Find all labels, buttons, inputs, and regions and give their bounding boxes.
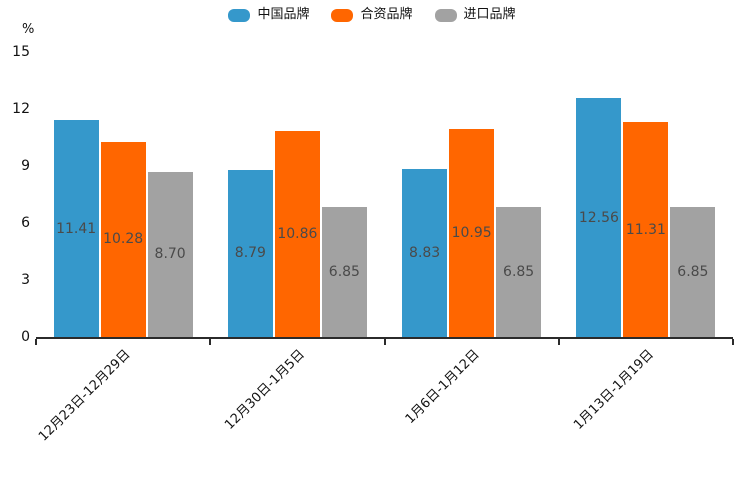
x-axis-tick bbox=[383, 339, 386, 345]
bar-series-1-group-2[interactable]: 10.95 bbox=[449, 128, 495, 337]
bar-value-label: 11.31 bbox=[625, 221, 666, 238]
bar-value-label: 8.79 bbox=[234, 245, 266, 262]
y-tick-label: 15 bbox=[12, 44, 30, 60]
legend-marker-icon bbox=[331, 8, 354, 22]
legend-item-series-1[interactable]: 合资品牌 bbox=[331, 6, 413, 24]
bar-value-label: 8.83 bbox=[409, 245, 441, 262]
bar-value-label: 6.85 bbox=[503, 263, 535, 280]
bar-series-0-group-0[interactable]: 11.41 bbox=[53, 120, 99, 337]
legend-marker-icon bbox=[228, 8, 251, 22]
bar-value-label: 8.70 bbox=[154, 246, 186, 263]
bar-series-0-group-3[interactable]: 12.56 bbox=[576, 98, 622, 337]
bar-value-label: 6.85 bbox=[328, 263, 360, 280]
bar-series-2-group-2[interactable]: 6.85 bbox=[496, 206, 542, 337]
x-tick-label: 12月30日-1月5日 bbox=[222, 347, 308, 433]
y-axis-unit-label: % bbox=[22, 22, 35, 37]
bar-series-2-group-0[interactable]: 8.70 bbox=[147, 171, 193, 337]
chart-legend: 中国品牌 合资品牌 进口品牌 bbox=[0, 6, 744, 24]
x-axis-tick bbox=[732, 339, 734, 345]
x-axis-tick bbox=[209, 339, 212, 345]
y-tick-label: 3 bbox=[21, 272, 30, 288]
x-tick-label: 1月6日-1月12日 bbox=[402, 347, 483, 427]
bar-series-2-group-3[interactable]: 6.85 bbox=[670, 206, 716, 337]
bar-series-0-group-2[interactable]: 8.83 bbox=[402, 169, 448, 337]
bar-value-label: 11.41 bbox=[56, 220, 97, 237]
bar-value-label: 10.95 bbox=[451, 224, 492, 241]
y-tick-label: 6 bbox=[21, 215, 30, 231]
legend-label: 进口品牌 bbox=[463, 7, 516, 22]
y-tick-label: 9 bbox=[21, 158, 30, 174]
legend-label: 中国品牌 bbox=[257, 7, 310, 22]
bar-value-label: 6.85 bbox=[677, 263, 709, 280]
bar-value-label: 12.56 bbox=[578, 209, 619, 226]
bar-series-0-group-1[interactable]: 8.79 bbox=[227, 169, 273, 337]
y-tick-label: 12 bbox=[12, 101, 30, 117]
bar-series-1-group-3[interactable]: 11.31 bbox=[623, 122, 669, 337]
bar-value-label: 10.28 bbox=[103, 231, 144, 248]
x-tick-label: 1月13日-1月19日 bbox=[570, 347, 657, 433]
legend-item-series-0[interactable]: 中国品牌 bbox=[228, 6, 309, 24]
legend-item-series-2[interactable]: 进口品牌 bbox=[434, 6, 516, 24]
x-axis-line bbox=[36, 337, 733, 339]
bar-value-label: 10.86 bbox=[277, 225, 318, 242]
legend-label: 合资品牌 bbox=[360, 7, 413, 22]
legend-marker-icon bbox=[434, 8, 457, 22]
bar-series-1-group-1[interactable]: 10.86 bbox=[274, 130, 320, 337]
x-axis-tick bbox=[35, 339, 37, 345]
bar-series-2-group-1[interactable]: 6.85 bbox=[321, 206, 367, 337]
x-axis-tick bbox=[557, 339, 560, 345]
bar-series-1-group-0[interactable]: 10.28 bbox=[100, 141, 146, 337]
x-tick-label: 12月23日-12月29日 bbox=[36, 347, 134, 445]
y-tick-label: 0 bbox=[21, 329, 30, 345]
